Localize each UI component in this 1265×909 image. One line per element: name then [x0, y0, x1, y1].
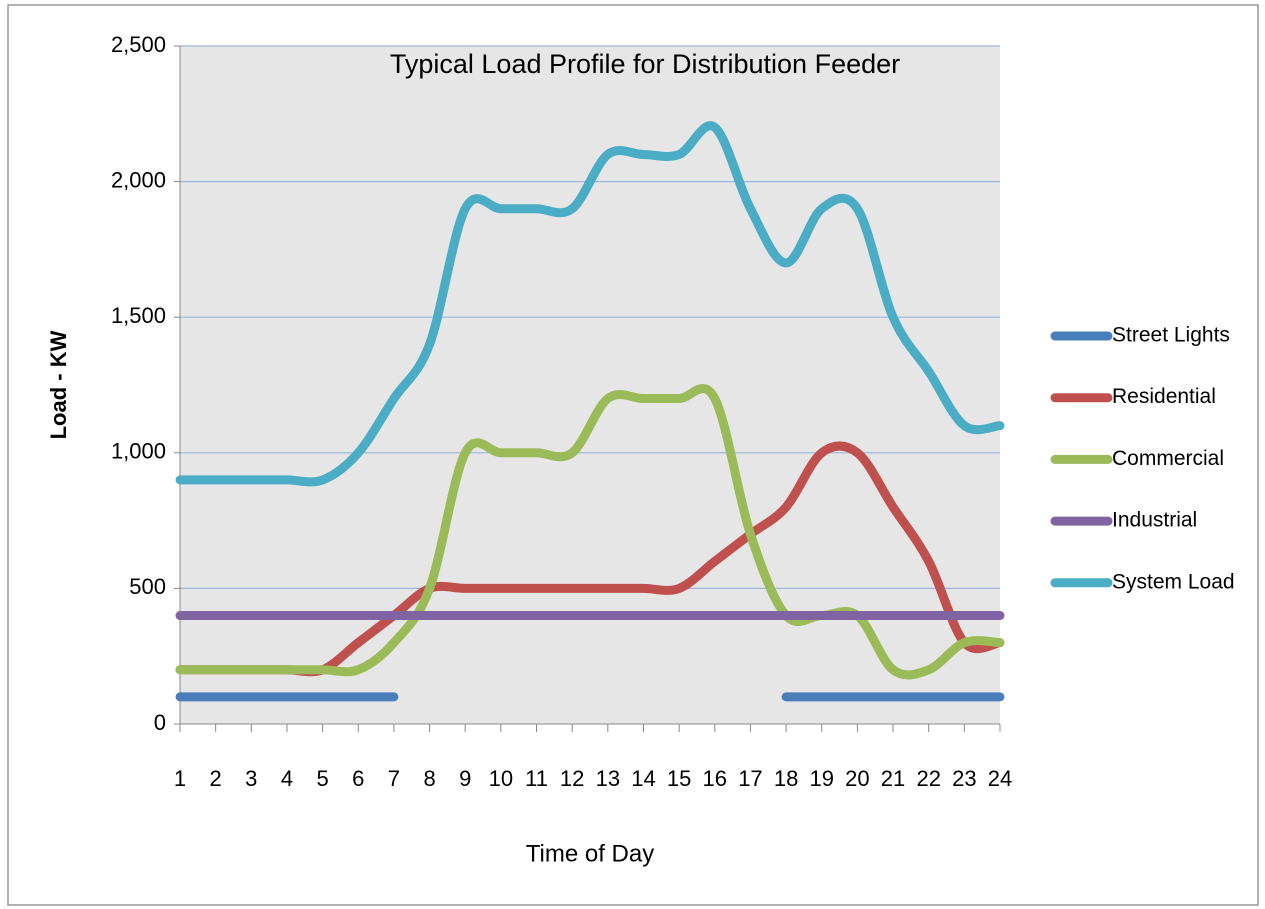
x-axis-title: Time of Day	[526, 840, 654, 867]
legend-label: Industrial	[1112, 509, 1197, 532]
x-tick-label: 24	[988, 766, 1012, 791]
x-tick-label: 17	[738, 766, 762, 791]
x-tick-label: 22	[916, 766, 940, 791]
x-tick-label: 19	[809, 766, 833, 791]
plot-area	[180, 46, 1000, 724]
x-tick-label: 14	[631, 766, 655, 791]
series-line	[175, 121, 1005, 487]
x-tick-label: 3	[245, 766, 257, 791]
y-tick-label: 1,000	[111, 439, 166, 464]
x-tick-label: 4	[281, 766, 293, 791]
y-tick-label: 500	[129, 574, 166, 599]
x-tick-label: 10	[489, 766, 513, 791]
x-tick-label: 5	[316, 766, 328, 791]
legend-label: System Load	[1112, 570, 1235, 593]
x-tick-label: 15	[667, 766, 691, 791]
x-tick-label: 12	[560, 766, 584, 791]
x-tick-label: 21	[881, 766, 905, 791]
x-tick-label: 18	[774, 766, 798, 791]
y-tick-label: 2,000	[111, 167, 166, 192]
y-axis-title: Load - KW	[46, 330, 71, 439]
x-tick-label: 9	[459, 766, 471, 791]
x-tick-label: 8	[423, 766, 435, 791]
x-tick-label: 16	[703, 766, 727, 791]
y-tick-label: 1,500	[111, 303, 166, 328]
chart-title: Typical Load Profile for Distribution Fe…	[390, 49, 900, 79]
legend-label: Street Lights	[1112, 324, 1230, 347]
x-tick-label: 13	[596, 766, 620, 791]
y-tick-label: 2,500	[111, 32, 166, 57]
x-tick-label: 6	[352, 766, 364, 791]
x-tick-label: 11	[525, 766, 548, 791]
x-tick-label: 7	[388, 766, 400, 791]
legend-label: Commercial	[1112, 447, 1224, 470]
x-tick-label: 1	[174, 766, 186, 791]
x-tick-label: 2	[210, 766, 222, 791]
x-tick-label: 23	[952, 766, 976, 791]
y-tick-label: 0	[154, 710, 166, 735]
legend-label: Residential	[1112, 385, 1216, 408]
x-tick-label: 20	[845, 766, 869, 791]
